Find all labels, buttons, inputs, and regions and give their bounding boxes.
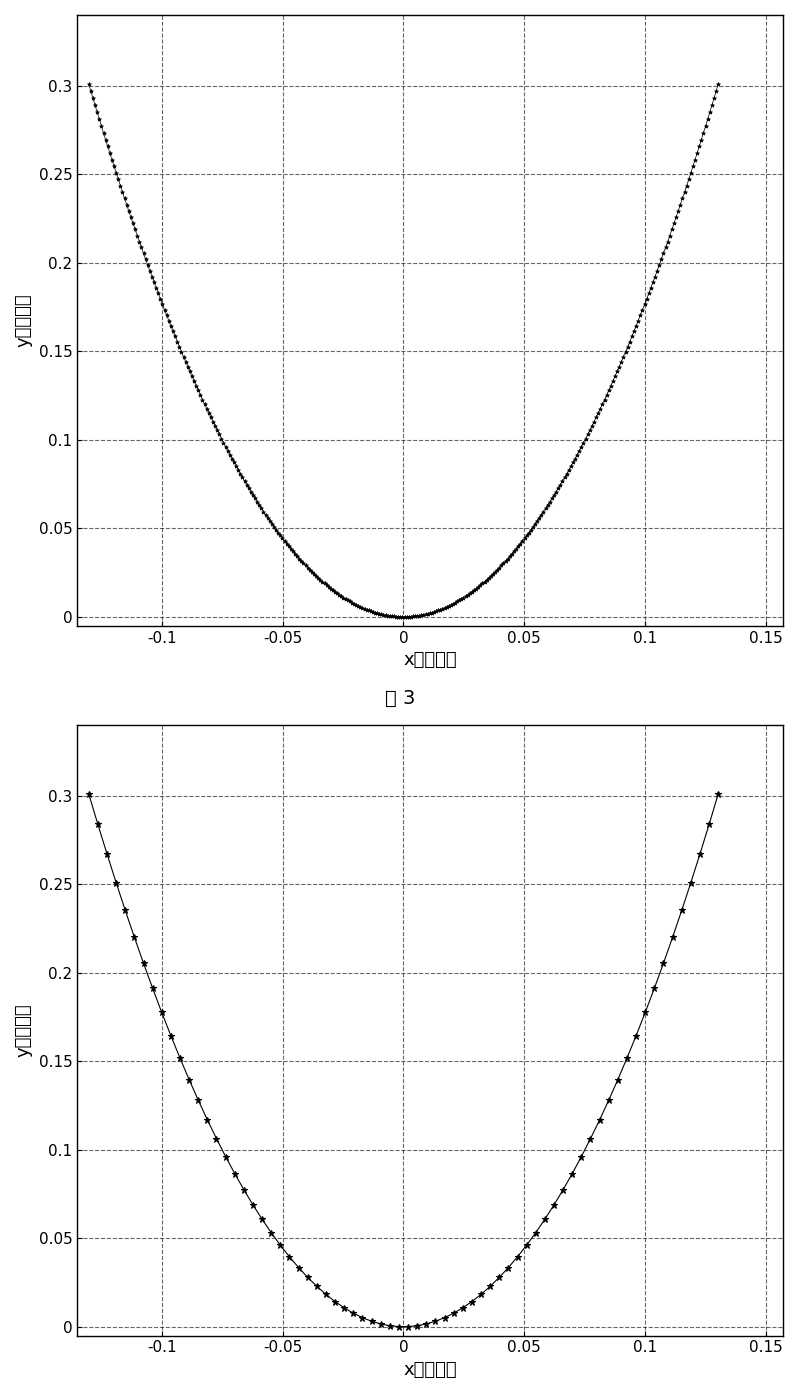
X-axis label: x轴（米）: x轴（米） <box>403 651 457 669</box>
Text: 图 3: 图 3 <box>385 689 415 708</box>
Y-axis label: y轴（米）: y轴（米） <box>15 1004 33 1057</box>
Y-axis label: y轴（米）: y轴（米） <box>15 294 33 347</box>
X-axis label: x轴（米）: x轴（米） <box>403 1361 457 1379</box>
